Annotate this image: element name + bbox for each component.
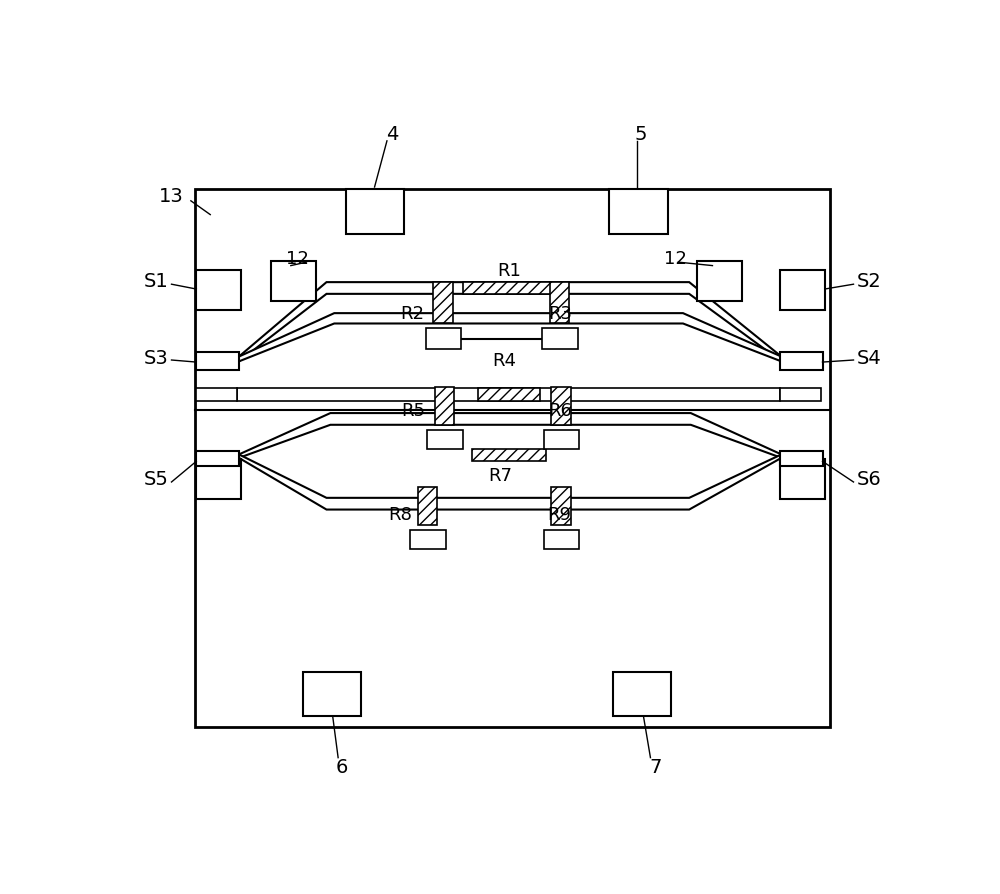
Bar — [271, 261, 316, 301]
Text: 12: 12 — [286, 249, 308, 267]
Bar — [237, 388, 780, 402]
Bar — [463, 283, 552, 294]
Bar — [196, 451, 239, 467]
Bar — [544, 530, 579, 549]
Text: S2: S2 — [857, 271, 881, 291]
Text: S5: S5 — [144, 469, 168, 488]
Bar — [196, 460, 241, 500]
Bar — [418, 487, 437, 525]
Bar — [346, 190, 404, 234]
Bar — [196, 270, 241, 310]
Text: 12: 12 — [664, 249, 687, 267]
Bar — [435, 387, 454, 426]
Text: 5: 5 — [634, 125, 647, 144]
Bar — [426, 329, 461, 350]
Bar — [544, 430, 579, 450]
Bar — [478, 388, 540, 402]
Text: R6: R6 — [549, 401, 572, 419]
Text: R3: R3 — [549, 305, 573, 323]
Bar — [196, 353, 239, 370]
Text: R8: R8 — [388, 506, 412, 524]
Polygon shape — [239, 314, 781, 362]
Polygon shape — [239, 414, 781, 459]
Bar — [427, 430, 463, 450]
Bar — [609, 190, 668, 234]
Polygon shape — [239, 455, 781, 510]
Bar — [196, 388, 237, 402]
Bar — [195, 190, 830, 727]
Text: R9: R9 — [547, 506, 571, 524]
Bar — [780, 388, 821, 402]
Text: R2: R2 — [400, 305, 424, 323]
Bar — [551, 487, 571, 525]
Text: 4: 4 — [386, 125, 399, 144]
Text: S6: S6 — [857, 469, 881, 488]
Text: S1: S1 — [144, 271, 168, 291]
Text: 7: 7 — [650, 757, 662, 776]
Text: R1: R1 — [497, 261, 521, 280]
Text: R7: R7 — [488, 467, 512, 485]
Bar — [697, 261, 742, 301]
Polygon shape — [239, 283, 781, 362]
Bar — [472, 450, 546, 462]
Bar — [780, 460, 825, 500]
Bar — [551, 387, 571, 426]
Text: 6: 6 — [336, 757, 348, 776]
Text: S3: S3 — [144, 349, 168, 368]
Bar — [433, 283, 453, 325]
Bar — [410, 530, 446, 549]
Text: 13: 13 — [159, 187, 184, 207]
Bar — [550, 283, 569, 325]
Text: R4: R4 — [493, 351, 517, 369]
Bar — [613, 671, 671, 716]
Bar — [542, 329, 578, 350]
Bar — [780, 451, 822, 467]
Bar — [780, 270, 825, 310]
Bar — [780, 353, 822, 370]
Bar — [303, 671, 361, 716]
Text: S4: S4 — [857, 349, 881, 368]
Text: R5: R5 — [401, 401, 425, 419]
